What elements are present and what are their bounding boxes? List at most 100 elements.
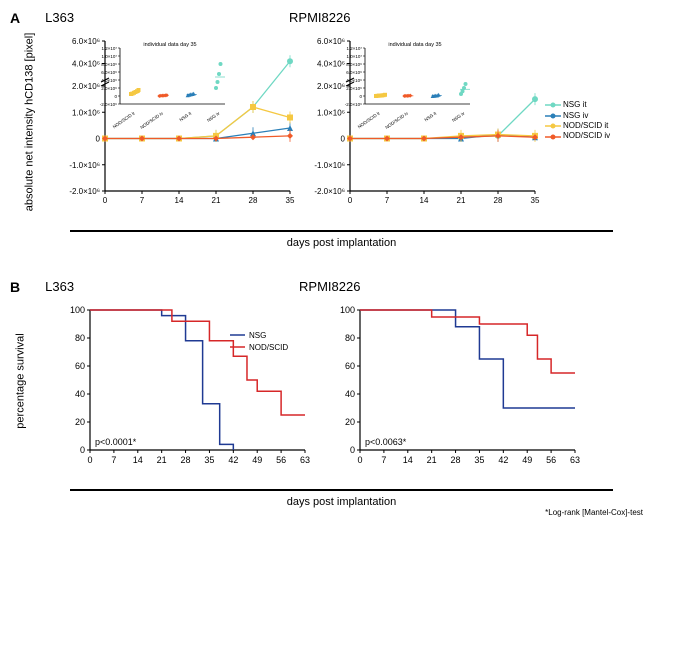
svg-text:-2.0×10⁶: -2.0×10⁶: [345, 102, 362, 107]
chart-b-left: 020406080100071421283542495663p<0.0001*N…: [55, 295, 325, 475]
svg-text:0: 0: [341, 135, 346, 144]
legend-a: NSG itNSG ivNOD/SCID itNOD/SCID iv: [545, 100, 610, 142]
svg-text:6.0×10⁶: 6.0×10⁶: [346, 70, 362, 75]
svg-text:4.0×10⁶: 4.0×10⁶: [101, 78, 117, 83]
svg-text:0: 0: [350, 445, 355, 455]
panel-b-left-title: L363: [45, 279, 74, 294]
svg-text:20: 20: [75, 417, 85, 427]
svg-text:individual data day 35: individual data day 35: [143, 42, 196, 48]
svg-text:35: 35: [474, 455, 484, 465]
svg-text:28: 28: [494, 196, 503, 205]
svg-text:49: 49: [252, 455, 262, 465]
legend-item: NSG it: [545, 100, 610, 110]
svg-text:21: 21: [427, 455, 437, 465]
svg-text:35: 35: [531, 196, 540, 205]
svg-text:0: 0: [359, 94, 362, 99]
panel-a-rule: [70, 230, 613, 232]
svg-text:14: 14: [175, 196, 184, 205]
svg-text:42: 42: [498, 455, 508, 465]
svg-text:14: 14: [420, 196, 429, 205]
svg-text:28: 28: [181, 455, 191, 465]
svg-text:NOD/SCID: NOD/SCID: [249, 343, 288, 352]
svg-text:100: 100: [340, 305, 355, 315]
svg-text:20: 20: [345, 417, 355, 427]
svg-text:21: 21: [212, 196, 221, 205]
panel-b-ylabel: percentage survival: [15, 333, 27, 428]
panel-a-ylabel: absolute net intensity hCD138 [pixel]: [23, 33, 35, 212]
svg-text:80: 80: [345, 333, 355, 343]
svg-text:35: 35: [204, 455, 214, 465]
svg-text:NSG: NSG: [249, 331, 266, 340]
legend-item: NOD/SCID it: [545, 121, 610, 131]
svg-text:p<0.0001*: p<0.0001*: [95, 437, 137, 447]
svg-text:-1.0×10⁶: -1.0×10⁶: [314, 161, 345, 170]
svg-text:40: 40: [345, 389, 355, 399]
svg-text:63: 63: [300, 455, 310, 465]
svg-text:100: 100: [70, 305, 85, 315]
svg-text:0: 0: [114, 94, 117, 99]
chart-a-left: -2.0×10⁶-1.0×10⁶01.0×10⁶2.0×10⁶4.0×10⁶6.…: [55, 26, 300, 216]
legend-item: NOD/SCID iv: [545, 131, 610, 141]
svg-text:56: 56: [276, 455, 286, 465]
svg-text:1.0×10⁷: 1.0×10⁷: [346, 54, 362, 59]
svg-text:NSG iv: NSG iv: [451, 110, 466, 123]
svg-text:NOD/SCID iv: NOD/SCID iv: [139, 110, 164, 130]
svg-text:individual data day 35: individual data day 35: [388, 42, 441, 48]
svg-text:7: 7: [140, 196, 145, 205]
svg-text:NSG it: NSG it: [424, 110, 438, 122]
panel-b-xlabel: days post implantation: [10, 496, 673, 508]
svg-text:35: 35: [286, 196, 295, 205]
svg-text:1.0×10⁶: 1.0×10⁶: [317, 108, 345, 117]
panel-b-label: B: [10, 279, 20, 295]
svg-text:2.0×10⁶: 2.0×10⁶: [346, 86, 362, 91]
svg-text:49: 49: [522, 455, 532, 465]
svg-text:2.0×10⁶: 2.0×10⁶: [101, 86, 117, 91]
svg-text:NOD/SCID iv: NOD/SCID iv: [384, 110, 409, 130]
svg-text:4.0×10⁶: 4.0×10⁶: [346, 78, 362, 83]
svg-text:NSG it: NSG it: [179, 110, 193, 122]
panel-b-right-title: RPMI8226: [299, 279, 360, 294]
svg-text:0: 0: [87, 455, 92, 465]
svg-text:1.0×10⁷: 1.0×10⁷: [101, 54, 117, 59]
svg-text:14: 14: [403, 455, 413, 465]
svg-text:21: 21: [157, 455, 167, 465]
svg-text:6.0×10⁶: 6.0×10⁶: [72, 37, 100, 46]
legend-item: NSG iv: [545, 111, 610, 121]
footnote: *Log-rank [Mantel-Cox]-test: [10, 508, 643, 517]
svg-text:40: 40: [75, 389, 85, 399]
chart-a-right: -2.0×10⁶ -1.0×10⁶ 0 1.0×10⁶ 2.0×10⁶ 4.0×10⁶ 6.…: [300, 26, 545, 216]
svg-text:7: 7: [385, 196, 390, 205]
svg-text:7: 7: [381, 455, 386, 465]
svg-text:1.2×10⁷: 1.2×10⁷: [346, 46, 362, 51]
svg-text:21: 21: [457, 196, 466, 205]
svg-text:56: 56: [546, 455, 556, 465]
svg-text:p<0.0063*: p<0.0063*: [365, 437, 407, 447]
svg-text:8.0×10⁶: 8.0×10⁶: [346, 62, 362, 67]
svg-text:1.0×10⁶: 1.0×10⁶: [72, 108, 100, 117]
svg-text:-1.0×10⁶: -1.0×10⁶: [69, 161, 100, 170]
svg-text:80: 80: [75, 333, 85, 343]
svg-text:0: 0: [348, 196, 353, 205]
svg-text:0: 0: [103, 196, 108, 205]
panel-a-right-title: RPMI8226: [289, 10, 350, 25]
panel-a-xlabel: days post implantation: [10, 237, 673, 249]
svg-text:8.0×10⁶: 8.0×10⁶: [101, 62, 117, 67]
svg-text:-2.0×10⁶: -2.0×10⁶: [100, 102, 117, 107]
svg-text:0: 0: [80, 445, 85, 455]
chart-b-right: 020406080100071421283542495663p<0.0063*: [325, 295, 595, 475]
svg-text:42: 42: [228, 455, 238, 465]
panel-a: A L363 RPMI8226 absolute net intensity h…: [10, 10, 673, 249]
panel-a-left-title: L363: [45, 10, 74, 25]
svg-text:2.0×10⁶: 2.0×10⁶: [72, 82, 100, 91]
svg-text:0: 0: [96, 135, 101, 144]
svg-text:28: 28: [451, 455, 461, 465]
svg-text:60: 60: [75, 361, 85, 371]
svg-text:NOD/SCID it: NOD/SCID it: [357, 110, 381, 129]
svg-text:0: 0: [357, 455, 362, 465]
svg-text:NSG iv: NSG iv: [206, 110, 221, 123]
svg-text:4.0×10⁶: 4.0×10⁶: [72, 60, 100, 69]
svg-text:-2.0×10⁶: -2.0×10⁶: [69, 187, 100, 196]
svg-text:6.0×10⁶: 6.0×10⁶: [101, 70, 117, 75]
svg-text:14: 14: [133, 455, 143, 465]
svg-text:63: 63: [570, 455, 580, 465]
